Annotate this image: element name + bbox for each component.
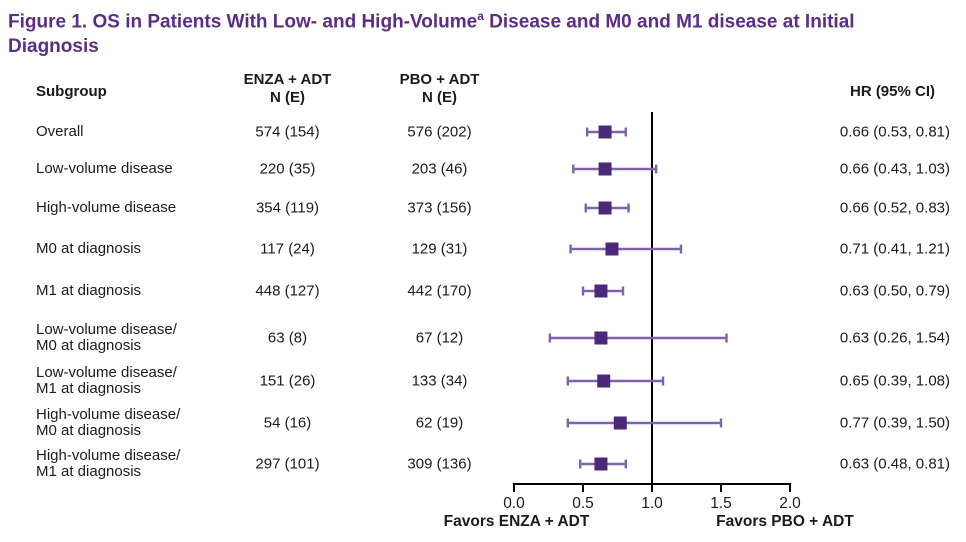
hr-point-marker [597,374,611,388]
forest-row-marker-group [548,331,728,345]
forest-row-marker-group [585,125,627,139]
subgroup-label: High-volume disease/M0 at diagnosis [36,406,181,439]
enza-n-e-value: 448 (127) [255,282,320,300]
pbo-n-e-value: 133 (34) [411,372,468,390]
column-header-enza: ENZA + ADT N (E) [230,71,345,107]
subgroup-label: Low-volume disease/M0 at diagnosis [36,321,177,354]
pbo-n-e-value: 62 (19) [415,414,464,432]
x-axis-tick-label: 0.5 [572,495,594,512]
forest-row-marker-group [566,374,665,388]
forest-row-marker-group [572,162,658,176]
enza-n-e-value: 151 (26) [259,372,316,390]
pbo-n-e-value: 203 (46) [411,160,468,178]
pbo-n-e-value: 309 (136) [407,455,472,473]
enza-n-e-value: 220 (35) [259,160,316,178]
enza-n-e-value: 354 (119) [255,199,320,217]
hr-ci-value: 0.66 (0.53, 0.81) [839,123,950,141]
hr-ci-value: 0.63 (0.48, 0.81) [839,455,950,473]
hr-ci-value: 0.66 (0.43, 1.03) [839,160,950,178]
enza-n-e-value: 54 (16) [263,414,312,432]
hr-point-marker [594,284,608,298]
pbo-n-e-value: 576 (202) [407,123,472,141]
pbo-n-e-value: 442 (170) [407,282,472,300]
enza-n-e-value: 297 (101) [255,455,320,473]
pbo-n-e-value: 129 (31) [411,240,468,258]
hr-point-marker [598,201,612,215]
figure-title-text: Figure 1. OS in Patients With Low- and H… [8,11,478,33]
figure-title-superscript: a [477,9,484,23]
hr-ci-value: 0.65 (0.39, 1.08) [839,372,950,390]
hr-point-marker [613,416,627,430]
forest-row-marker-group [579,457,627,471]
subgroup-label: Low-volume disease [36,160,173,177]
forest-row-marker-group [569,242,683,256]
enza-n-e-value: 117 (24) [260,240,315,258]
column-header-pbo: PBO + ADT N (E) [382,71,497,107]
hr-point-marker [598,125,612,139]
pbo-n-e-value: 373 (156) [407,199,472,217]
hr-ci-value: 0.66 (0.52, 0.83) [839,199,950,217]
hr-ci-value: 0.77 (0.39, 1.50) [839,414,950,432]
column-header-pbo-line1: PBO + ADT [399,71,480,88]
favors-pbo-label: Favors PBO + ADT [716,513,854,530]
column-header-enza-line1: ENZA + ADT [243,71,332,88]
subgroup-label: Overall [36,123,84,140]
forest-row-marker-group [581,284,625,298]
x-axis-tick-label: 1.0 [641,495,663,512]
subgroup-label: High-volume disease [36,199,177,216]
favors-enza-label: Favors ENZA + ADT [443,513,590,530]
enza-n-e-value: 63 (8) [267,329,308,347]
column-header-subgroup: Subgroup [36,82,107,100]
subgroup-label: High-volume disease/M1 at diagnosis [36,447,181,480]
subgroup-label: Low-volume disease/M1 at diagnosis [36,364,177,397]
column-header-hr: HR (95% CI) [849,82,935,100]
subgroup-label: M1 at diagnosis [36,282,142,299]
hr-point-marker [594,331,608,345]
forest-row-marker-group [566,416,723,430]
forest-row-marker-group [584,201,630,215]
hr-ci-value: 0.63 (0.26, 1.54) [839,329,950,347]
hr-point-marker [605,242,619,256]
figure-title-text-2: Disease and M0 and M1 disease at Initial… [8,11,855,58]
x-axis-tick-label: 0.0 [503,495,525,512]
hr-ci-value: 0.63 (0.50, 0.79) [839,282,950,300]
subgroup-label: M0 at diagnosis [36,240,142,257]
figure-title: Figure 1. OS in Patients With Low- and H… [8,4,938,59]
pbo-n-e-value: 67 (12) [415,329,464,347]
hr-ci-value: 0.71 (0.41, 1.21) [839,240,950,258]
enza-n-e-value: 574 (154) [255,123,320,141]
hr-point-marker [594,457,608,471]
column-header-enza-line2: N (E) [270,89,305,106]
x-axis-tick-label: 1.5 [710,495,732,512]
column-header-pbo-line2: N (E) [422,89,457,106]
hr-point-marker [598,162,612,176]
x-axis-tick-label: 2.0 [779,495,801,512]
